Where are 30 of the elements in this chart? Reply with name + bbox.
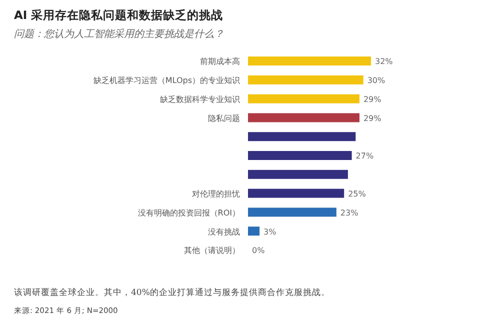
bar <box>248 56 371 66</box>
data-label: 3% <box>264 227 277 236</box>
data-label: 32% <box>375 57 394 66</box>
data-label: 23% <box>340 208 359 218</box>
y-tick-label: 没有明确的投资回报（ROI） <box>138 208 240 218</box>
y-tick-label: 对伦理的担忧 <box>192 190 240 198</box>
data-label: 30% <box>367 76 386 86</box>
text: AI 采用存在隐私问题和数据缺乏的挑战 <box>14 8 224 22</box>
bar <box>248 151 352 160</box>
bar <box>248 170 348 179</box>
bar <box>248 94 360 104</box>
y-tick-label: 没有挑战 <box>208 227 240 236</box>
y-tick-label: 前期成本高 <box>200 57 240 66</box>
bar <box>248 208 336 217</box>
text: 问题：您认为人工智能采用的主要挑战是什么？ <box>14 28 224 40</box>
data-label: 0% <box>252 246 266 256</box>
bar <box>248 132 356 142</box>
data-label: 29% <box>363 114 382 123</box>
bar <box>248 75 364 84</box>
bar <box>248 113 360 122</box>
bar <box>248 226 260 236</box>
y-tick-label: 其他（请说明） <box>184 246 240 256</box>
text: 该调研覆盖全球企业。其中，40%的企业打算通过与服务提供商合作克服挑战。 <box>14 287 330 298</box>
data-label: 29% <box>363 95 382 104</box>
y-tick-label: 缺乏数据科学专业知识 <box>160 95 240 104</box>
data-label: 27% <box>356 152 374 161</box>
data-label: 25% <box>348 190 366 198</box>
y-tick-label: 隐私问题 <box>208 114 240 123</box>
bar <box>248 188 344 198</box>
y-tick-label: 缺乏机器学习运营（MLOps）的专业知识 <box>93 76 240 86</box>
